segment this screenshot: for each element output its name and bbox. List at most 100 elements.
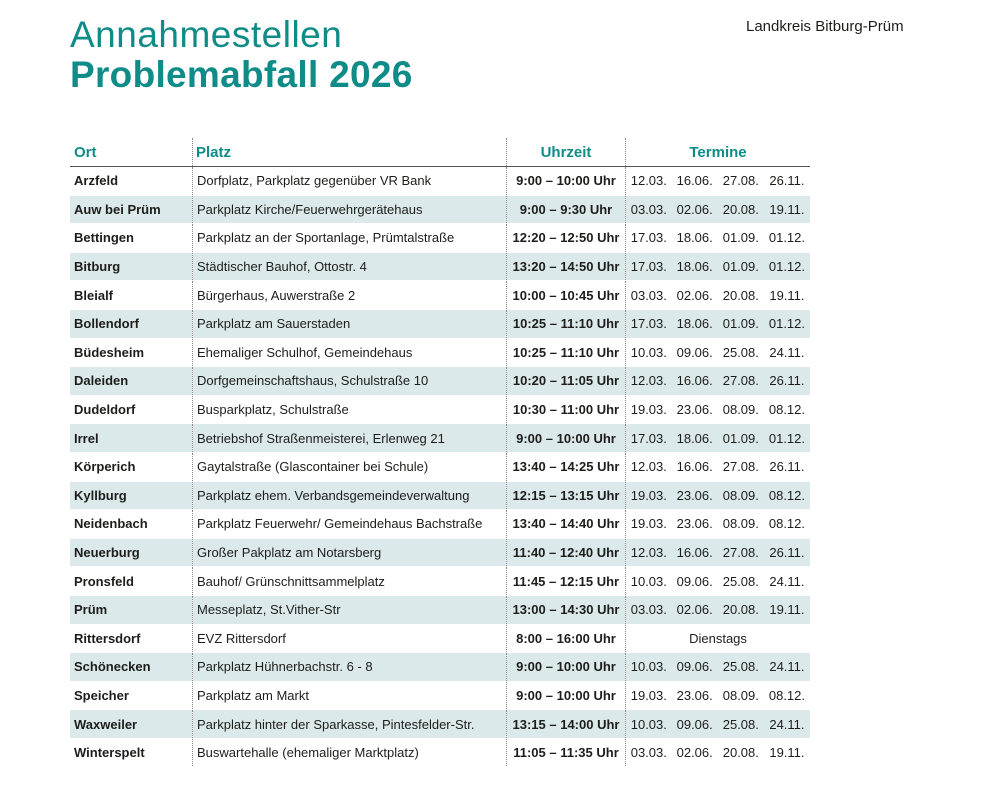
cell-termin: 20.08. (717, 738, 764, 768)
cell-ort: Dudeldorf (70, 395, 193, 425)
cell-termin: 12.03. (624, 366, 672, 396)
cell-termin: 02.06. (671, 195, 718, 225)
cell-termin: 27.08. (717, 538, 764, 568)
cell-termin: 01.09. (717, 309, 764, 339)
table-row: Rittersdorf EVZ Rittersdorf 8:00 – 16:00 U… (70, 624, 810, 654)
table-row: Arzfeld Dorfplatz, Parkplatz gegenüber VR… (70, 166, 810, 196)
cell-platz: Buswartehalle (ehemaliger Marktplatz) (192, 738, 507, 768)
cell-platz: Parkplatz ehem. Verbandsgemeindeverwaltu… (192, 481, 507, 511)
cell-uhrzeit: 10:00 – 10:45 Uhr (506, 280, 626, 310)
cell-uhrzeit: 13:20 – 14:50 Uhr (506, 252, 626, 282)
cell-termin: 09.06. (671, 338, 718, 368)
cell-termin: 27.08. (717, 452, 764, 482)
cell-platz: Messeplatz, St.Vither-Str (192, 595, 507, 625)
cell-platz: Dorfgemeinschaftshaus, Schulstraße 10 (192, 366, 507, 396)
cell-termin: 18.06. (671, 423, 718, 453)
cell-uhrzeit: 10:25 – 11:10 Uhr (506, 338, 626, 368)
cell-termin: 16.06. (671, 452, 718, 482)
table-header-row: Ort Platz Uhrzeit Termine (70, 138, 810, 167)
cell-termin: 26.11. (763, 366, 810, 396)
cell-termin: 12.03. (624, 452, 672, 482)
cell-termin: 18.06. (671, 252, 718, 282)
cell-termin: 16.06. (671, 366, 718, 396)
cell-termin: 01.12. (763, 223, 810, 253)
cell-termin: 24.11. (763, 652, 810, 682)
cell-termin: 17.03. (624, 423, 672, 453)
cell-uhrzeit: 10:30 – 11:00 Uhr (506, 395, 626, 425)
table-row: Neuerburg Großer Pakplatz am Notarsberg 11… (70, 538, 810, 568)
cell-termin: 08.09. (717, 481, 764, 511)
cell-termin: 01.12. (763, 309, 810, 339)
cell-termin: 24.11. (763, 709, 810, 739)
cell-platz: Betriebshof Straßenmeisterei, Erlenweg 2… (192, 423, 507, 453)
cell-termin: 19.11. (763, 738, 810, 768)
cell-termin: 19.03. (624, 395, 672, 425)
cell-termin: 19.11. (763, 280, 810, 310)
cell-uhrzeit: 9:00 – 10:00 Uhr (506, 423, 626, 453)
cell-ort: Bettingen (70, 223, 193, 253)
cell-uhrzeit: 13:40 – 14:40 Uhr (506, 509, 626, 539)
cell-termin: 19.03. (624, 481, 672, 511)
cell-termin: 25.08. (717, 566, 764, 596)
cell-termin: 19.03. (624, 681, 672, 711)
cell-termin: 17.03. (624, 309, 672, 339)
cell-termin: 20.08. (717, 595, 764, 625)
cell-uhrzeit: 13:40 – 14:25 Uhr (506, 452, 626, 482)
cell-termin: 09.06. (671, 709, 718, 739)
cell-platz: Parkplatz hinter der Sparkasse, Pintesfe… (192, 709, 507, 739)
table-row: Büdesheim Ehemaliger Schulhof, Gemeindeha… (70, 338, 810, 368)
cell-ort: Bollendorf (70, 309, 193, 339)
cell-termin: 25.08. (717, 338, 764, 368)
cell-ort: Arzfeld (70, 166, 193, 196)
table-row: Daleiden Dorfgemeinschaftshaus, Schulstra… (70, 366, 810, 396)
schedule-table: Ort Platz Uhrzeit Termine Arzfeld Dorfpla… (70, 138, 810, 768)
cell-termin: 10.03. (624, 652, 672, 682)
table-row: Kyllburg Parkplatz ehem. Verbandsgemeinde… (70, 481, 810, 511)
cell-termin: 02.06. (671, 280, 718, 310)
cell-termin: 25.08. (717, 709, 764, 739)
cell-ort: Rittersdorf (70, 624, 193, 654)
cell-termin: 23.06. (671, 481, 718, 511)
table-row: Bettingen Parkplatz an der Sportanlage, P… (70, 223, 810, 253)
table-row: Irrel Betriebshof Straßenmeisterei, Erlen… (70, 423, 810, 453)
cell-termin: 17.03. (624, 223, 672, 253)
cell-termin: 09.06. (671, 566, 718, 596)
table-row: Bleialf Bürgerhaus, Auwerstraße 2 10:00 – … (70, 280, 810, 310)
cell-termin: 20.08. (717, 280, 764, 310)
cell-ort: Neuerburg (70, 538, 193, 568)
column-header-platz: Platz (192, 138, 507, 167)
cell-termin: 08.09. (717, 681, 764, 711)
cell-termin: 08.12. (763, 681, 810, 711)
cell-termin: 01.09. (717, 423, 764, 453)
table-row: Pronsfeld Bauhof/ Grünschnittsammelplatz 1… (70, 566, 810, 596)
table-row: Bollendorf Parkplatz am Sauerstaden 10:25 … (70, 309, 810, 339)
table-row: Speicher Parkplatz am Markt 9:00 – 10:00 U… (70, 681, 810, 711)
cell-termin: 26.11. (763, 538, 810, 568)
cell-ort: Bitburg (70, 252, 193, 282)
page-title-line1: Annahmestellen (70, 14, 343, 55)
cell-platz: Ehemaliger Schulhof, Gemeindehaus (192, 338, 507, 368)
column-header-termine: Termine (625, 138, 810, 167)
cell-termin: 27.08. (717, 366, 764, 396)
cell-uhrzeit: 11:05 – 11:35 Uhr (506, 738, 626, 768)
table-row: Auw bei Prüm Parkplatz Kirche/Feuerwehrge… (70, 195, 810, 225)
cell-platz: Parkplatz Hühnerbachstr. 6 - 8 (192, 652, 507, 682)
cell-termin: 10.03. (624, 566, 672, 596)
table-row: Waxweiler Parkplatz hinter der Sparkasse,… (70, 709, 810, 739)
cell-uhrzeit: 9:00 – 10:00 Uhr (506, 681, 626, 711)
cell-termin: 25.08. (717, 652, 764, 682)
cell-uhrzeit: 12:20 – 12:50 Uhr (506, 223, 626, 253)
table-body: Arzfeld Dorfplatz, Parkplatz gegenüber VR… (70, 166, 810, 768)
cell-termin: 17.03. (624, 252, 672, 282)
cell-platz: Großer Pakplatz am Notarsberg (192, 538, 507, 568)
cell-ort: Irrel (70, 423, 193, 453)
cell-termin: 08.12. (763, 481, 810, 511)
cell-ort: Pronsfeld (70, 566, 193, 596)
cell-termin: 16.06. (671, 538, 718, 568)
cell-termin: 26.11. (763, 166, 810, 196)
cell-termin: 02.06. (671, 738, 718, 768)
cell-termin: 23.06. (671, 681, 718, 711)
cell-termin: 20.08. (717, 195, 764, 225)
cell-termin: 27.08. (717, 166, 764, 196)
cell-platz: Gaytalstraße (Glascontainer bei Schule) (192, 452, 507, 482)
